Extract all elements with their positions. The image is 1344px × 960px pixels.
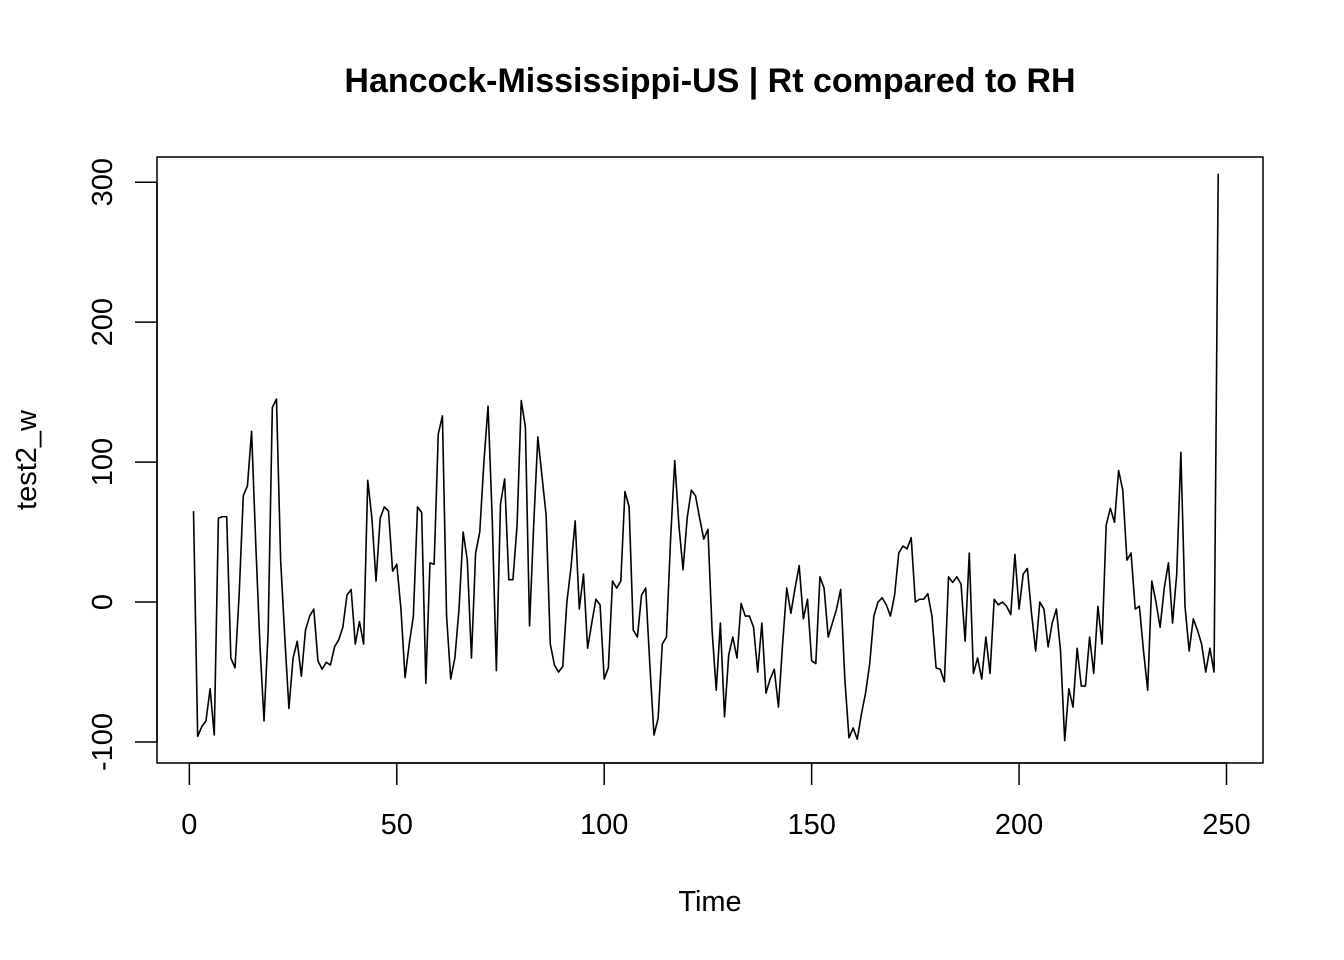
x-axis-label: Time xyxy=(678,886,741,918)
x-tick-label: 150 xyxy=(787,809,835,841)
x-tick-label: 100 xyxy=(580,809,628,841)
y-axis: -100 0 100 200 300 xyxy=(87,158,158,771)
x-tick-label: 50 xyxy=(381,809,413,841)
x-tick-label: 0 xyxy=(181,809,197,841)
y-axis-label: test2_w xyxy=(11,409,43,510)
plot-frame xyxy=(156,156,1264,764)
y-tick-label: 300 xyxy=(87,158,119,206)
y-tick-label: 100 xyxy=(87,438,119,486)
x-tick-label: 250 xyxy=(1202,809,1250,841)
x-axis: 0 50 100 150 200 250 xyxy=(181,762,1251,841)
y-tick-label: 200 xyxy=(87,298,119,346)
y-tick-label: 0 xyxy=(87,594,119,610)
x-tick-label: 200 xyxy=(995,809,1043,841)
chart-title: Hancock-Mississippi-US | Rt compared to … xyxy=(344,62,1075,100)
series-line xyxy=(192,173,1219,742)
y-tick-label: -100 xyxy=(87,713,119,771)
